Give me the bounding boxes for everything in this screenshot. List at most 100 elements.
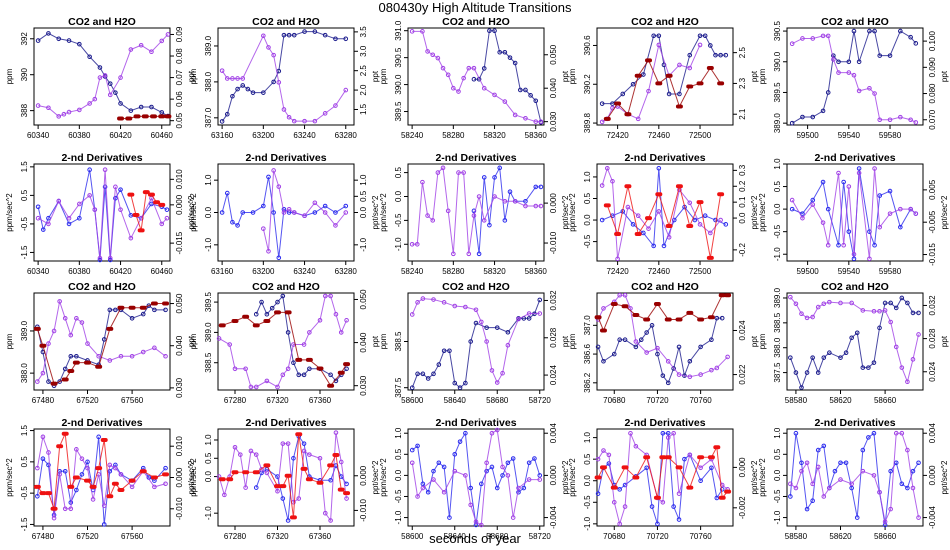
series-ppt-point (295, 432, 303, 437)
series-co2-point (344, 366, 349, 372)
series-h2o-point (473, 519, 479, 525)
y-left-tick-label: -0.5 (394, 489, 403, 503)
series-co2-point (898, 28, 903, 34)
series-co2-point (651, 33, 656, 39)
series-h2o-point (494, 380, 500, 385)
series-co2-point (322, 203, 328, 209)
series-h2o-point (77, 201, 82, 207)
series-h2o-point (538, 119, 544, 124)
series-co2-point (280, 496, 286, 501)
x-tick-label: 70760 (689, 396, 712, 405)
y-right-axis-label: ppt (561, 70, 570, 82)
series-ppt-point (696, 200, 704, 205)
series-h2o-point (877, 117, 883, 123)
series-h2o-point (849, 300, 854, 306)
x-tick-label: 58240 (401, 267, 424, 276)
series-co2-point (532, 456, 537, 461)
series-h2o-point (810, 481, 815, 487)
series-co2-point (676, 344, 682, 350)
series-co2-point (253, 485, 259, 490)
series-co2-point (344, 481, 349, 487)
series-co2-point (820, 179, 826, 185)
series-h2o-point (414, 241, 420, 247)
series-co2-point (291, 32, 297, 38)
series-ppt-point (707, 455, 715, 460)
series-h2o-point (118, 472, 124, 477)
series-co2-point (35, 493, 40, 499)
series-h2o-point (646, 88, 651, 94)
series-h2o-point (415, 494, 420, 499)
y-right-tick-label: 0.050 (549, 44, 558, 65)
series-co2-point (825, 206, 831, 212)
series-h2o-point (275, 488, 280, 494)
y-left-tick-label: 388.5 (204, 352, 213, 373)
series-co2-point (452, 452, 458, 457)
series-co2-point (425, 489, 431, 495)
series-co2-line (221, 176, 347, 258)
series-co2-point (481, 175, 487, 180)
series-co2-point (887, 188, 893, 194)
series-h2o-point (232, 366, 238, 372)
y-left-tick-label: 0.0 (394, 469, 403, 481)
series-ppt-point (95, 364, 103, 369)
series-co2-point (841, 179, 846, 185)
series-h2o-point (697, 222, 703, 227)
panel-0-1: CO2 and H2O 63160 63200 63240 63280 387.0 388.… (189, 16, 380, 140)
series-h2o-point (601, 306, 606, 311)
series-h2o-line (36, 299, 166, 382)
series-co2-point (487, 222, 492, 228)
series-ppt-point (61, 377, 69, 382)
series-h2o-point (633, 443, 639, 449)
panel-3-4: 2-nd Derivatives 58580 58620 58660 -1.0 -0.5 0… (758, 417, 949, 541)
series-co2-point (910, 468, 916, 474)
series-h2o-point (224, 76, 230, 81)
y-left-tick-label: -1.0 (204, 237, 213, 251)
plot-frame (33, 27, 171, 126)
panel-2-1: CO2 and H2O 67280 67320 67360 388.5 389.0 389.… (189, 281, 380, 405)
series-co2-point (799, 385, 804, 390)
plot-frame (33, 163, 171, 262)
series-co2-point (235, 86, 240, 92)
y-right-tick-label: -0.010 (549, 231, 558, 254)
series-h2o-point (281, 107, 287, 112)
series-co2-point (312, 29, 318, 34)
series-co2-point (843, 350, 849, 355)
series-h2o-point (838, 477, 843, 482)
series-ppt-point (128, 478, 136, 483)
x-tick-label: 67480 (32, 396, 55, 405)
series-h2o-point (344, 496, 349, 501)
series-co2-line (791, 168, 917, 259)
y-right-tick-label: 0.090 (928, 57, 937, 78)
x-tick-label: 58720 (529, 396, 552, 405)
series-co2-line (597, 317, 723, 384)
series-co2-point (533, 184, 539, 190)
series-co2-point (641, 72, 646, 77)
series-co2-point (697, 33, 703, 39)
series-ppt-point (316, 480, 324, 485)
series-co2-point (259, 299, 264, 305)
series-co2-point (665, 431, 671, 436)
series-co2-point (74, 353, 79, 359)
series-co2-point (468, 485, 473, 491)
series-ppt-point (300, 466, 308, 471)
series-h2o-point (420, 485, 426, 491)
y-left-tick-label: 390.0 (394, 74, 403, 95)
series-ppt-point (610, 302, 618, 307)
y-left-tick-label: 388.5 (394, 331, 403, 352)
x-tick-label: 60460 (151, 131, 174, 140)
series-co2-point (526, 316, 532, 321)
series-h2o-point (526, 311, 532, 316)
series-co2-point (599, 217, 605, 223)
series-h2o-point (452, 468, 458, 474)
y-right-tick-label: -0.015 (175, 231, 184, 254)
y-right-tick-label: 2.3 (738, 77, 747, 89)
series-co2-point (649, 504, 655, 509)
series-ppt-point (263, 319, 271, 324)
y-right-tick-label: 0.005 (928, 179, 937, 200)
y-right-axis-label: ppt/sec^2 (561, 195, 570, 230)
x-tick-label: 67280 (224, 396, 247, 405)
series-h2o-point (307, 330, 312, 335)
y-left-tick-label: -0.5 (583, 234, 592, 248)
series-co2-point (275, 299, 280, 305)
series-co2-point (676, 517, 682, 522)
